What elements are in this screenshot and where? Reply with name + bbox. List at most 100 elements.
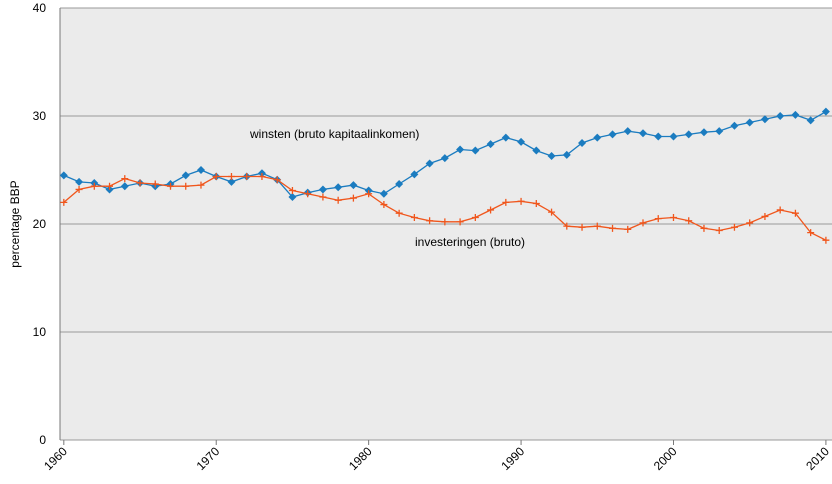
point-marker [395,180,404,189]
point-marker [699,128,708,137]
point-marker [806,116,815,125]
point-marker [562,150,571,159]
point-marker [684,130,693,139]
point-marker [106,182,114,190]
point-marker [334,196,342,204]
point-marker [227,172,235,180]
point-marker [623,127,632,136]
y-tick-label: 10 [33,325,47,339]
point-marker [349,194,357,202]
point-marker [822,236,830,244]
point-marker [425,159,434,168]
point-marker [365,190,373,198]
point-marker [578,139,587,147]
x-tick-label: 2000 [651,444,680,473]
point-marker [471,214,479,222]
y-tick-label: 0 [39,433,46,447]
point-marker [212,172,220,180]
point-marker [318,185,327,194]
point-marker [821,107,830,116]
point-marker [593,222,601,230]
point-marker [730,121,739,130]
point-marker [501,133,510,142]
point-marker [624,225,632,233]
y-tick-label: 20 [33,217,47,231]
point-marker [487,206,495,214]
point-marker [639,219,647,227]
point-marker [379,189,388,198]
point-marker [654,132,663,141]
point-marker [243,172,251,180]
point-marker [60,198,68,206]
point-marker [380,201,388,209]
point-marker [471,146,480,155]
x-tick-label: 2010 [803,444,832,473]
point-marker [669,132,678,141]
series-label: investeringen (bruto) [415,235,525,249]
point-marker [441,218,449,226]
point-marker [410,214,418,222]
point-marker [334,183,343,192]
point-marker [563,222,571,230]
point-marker [609,224,617,232]
point-marker [349,181,358,190]
point-marker [440,154,449,163]
point-marker [761,212,769,220]
point-marker [395,209,403,217]
point-marker [791,110,800,119]
point-marker [319,193,327,201]
point-marker [167,182,175,190]
x-tick-label: 1970 [194,444,223,473]
point-marker [410,170,419,179]
point-marker [75,177,84,186]
point-marker [288,187,296,195]
y-tick-label: 30 [33,109,47,123]
point-marker [517,137,526,146]
point-marker [548,208,556,216]
point-marker [700,224,708,232]
point-marker [75,185,83,193]
series-label: winsten (bruto kapitaalinkomen) [249,127,419,141]
point-marker [426,217,434,225]
point-marker [715,226,723,234]
point-marker [807,229,815,237]
point-marker [196,166,205,174]
point-marker [746,219,754,227]
point-marker [730,223,738,231]
point-marker [776,206,784,214]
point-marker [120,182,129,191]
point-marker [258,172,266,180]
point-marker [486,140,495,149]
point-marker [456,145,465,154]
point-marker [121,175,129,183]
point-marker [456,218,464,226]
point-marker [288,193,297,201]
point-marker [273,176,281,184]
point-marker [181,171,190,180]
point-marker [608,130,617,139]
y-axis-label: percentage BBP [8,180,22,267]
point-marker [669,214,677,222]
point-marker [745,118,754,127]
point-marker [715,127,724,136]
point-marker [760,115,769,124]
point-marker [227,177,236,186]
x-tick-label: 1990 [498,444,527,473]
x-tick-label: 1980 [346,444,375,473]
point-marker [151,180,159,188]
point-marker [776,112,785,120]
point-marker [182,182,190,190]
point-marker [304,190,312,198]
point-marker [502,198,510,206]
point-marker [578,223,586,231]
point-marker [532,199,540,207]
point-marker [685,217,693,225]
point-marker [136,179,144,187]
point-marker [791,209,799,217]
point-marker [547,151,556,160]
point-marker [639,129,648,138]
point-marker [517,197,525,205]
point-marker [532,146,541,155]
x-tick-label: 1960 [41,444,70,473]
